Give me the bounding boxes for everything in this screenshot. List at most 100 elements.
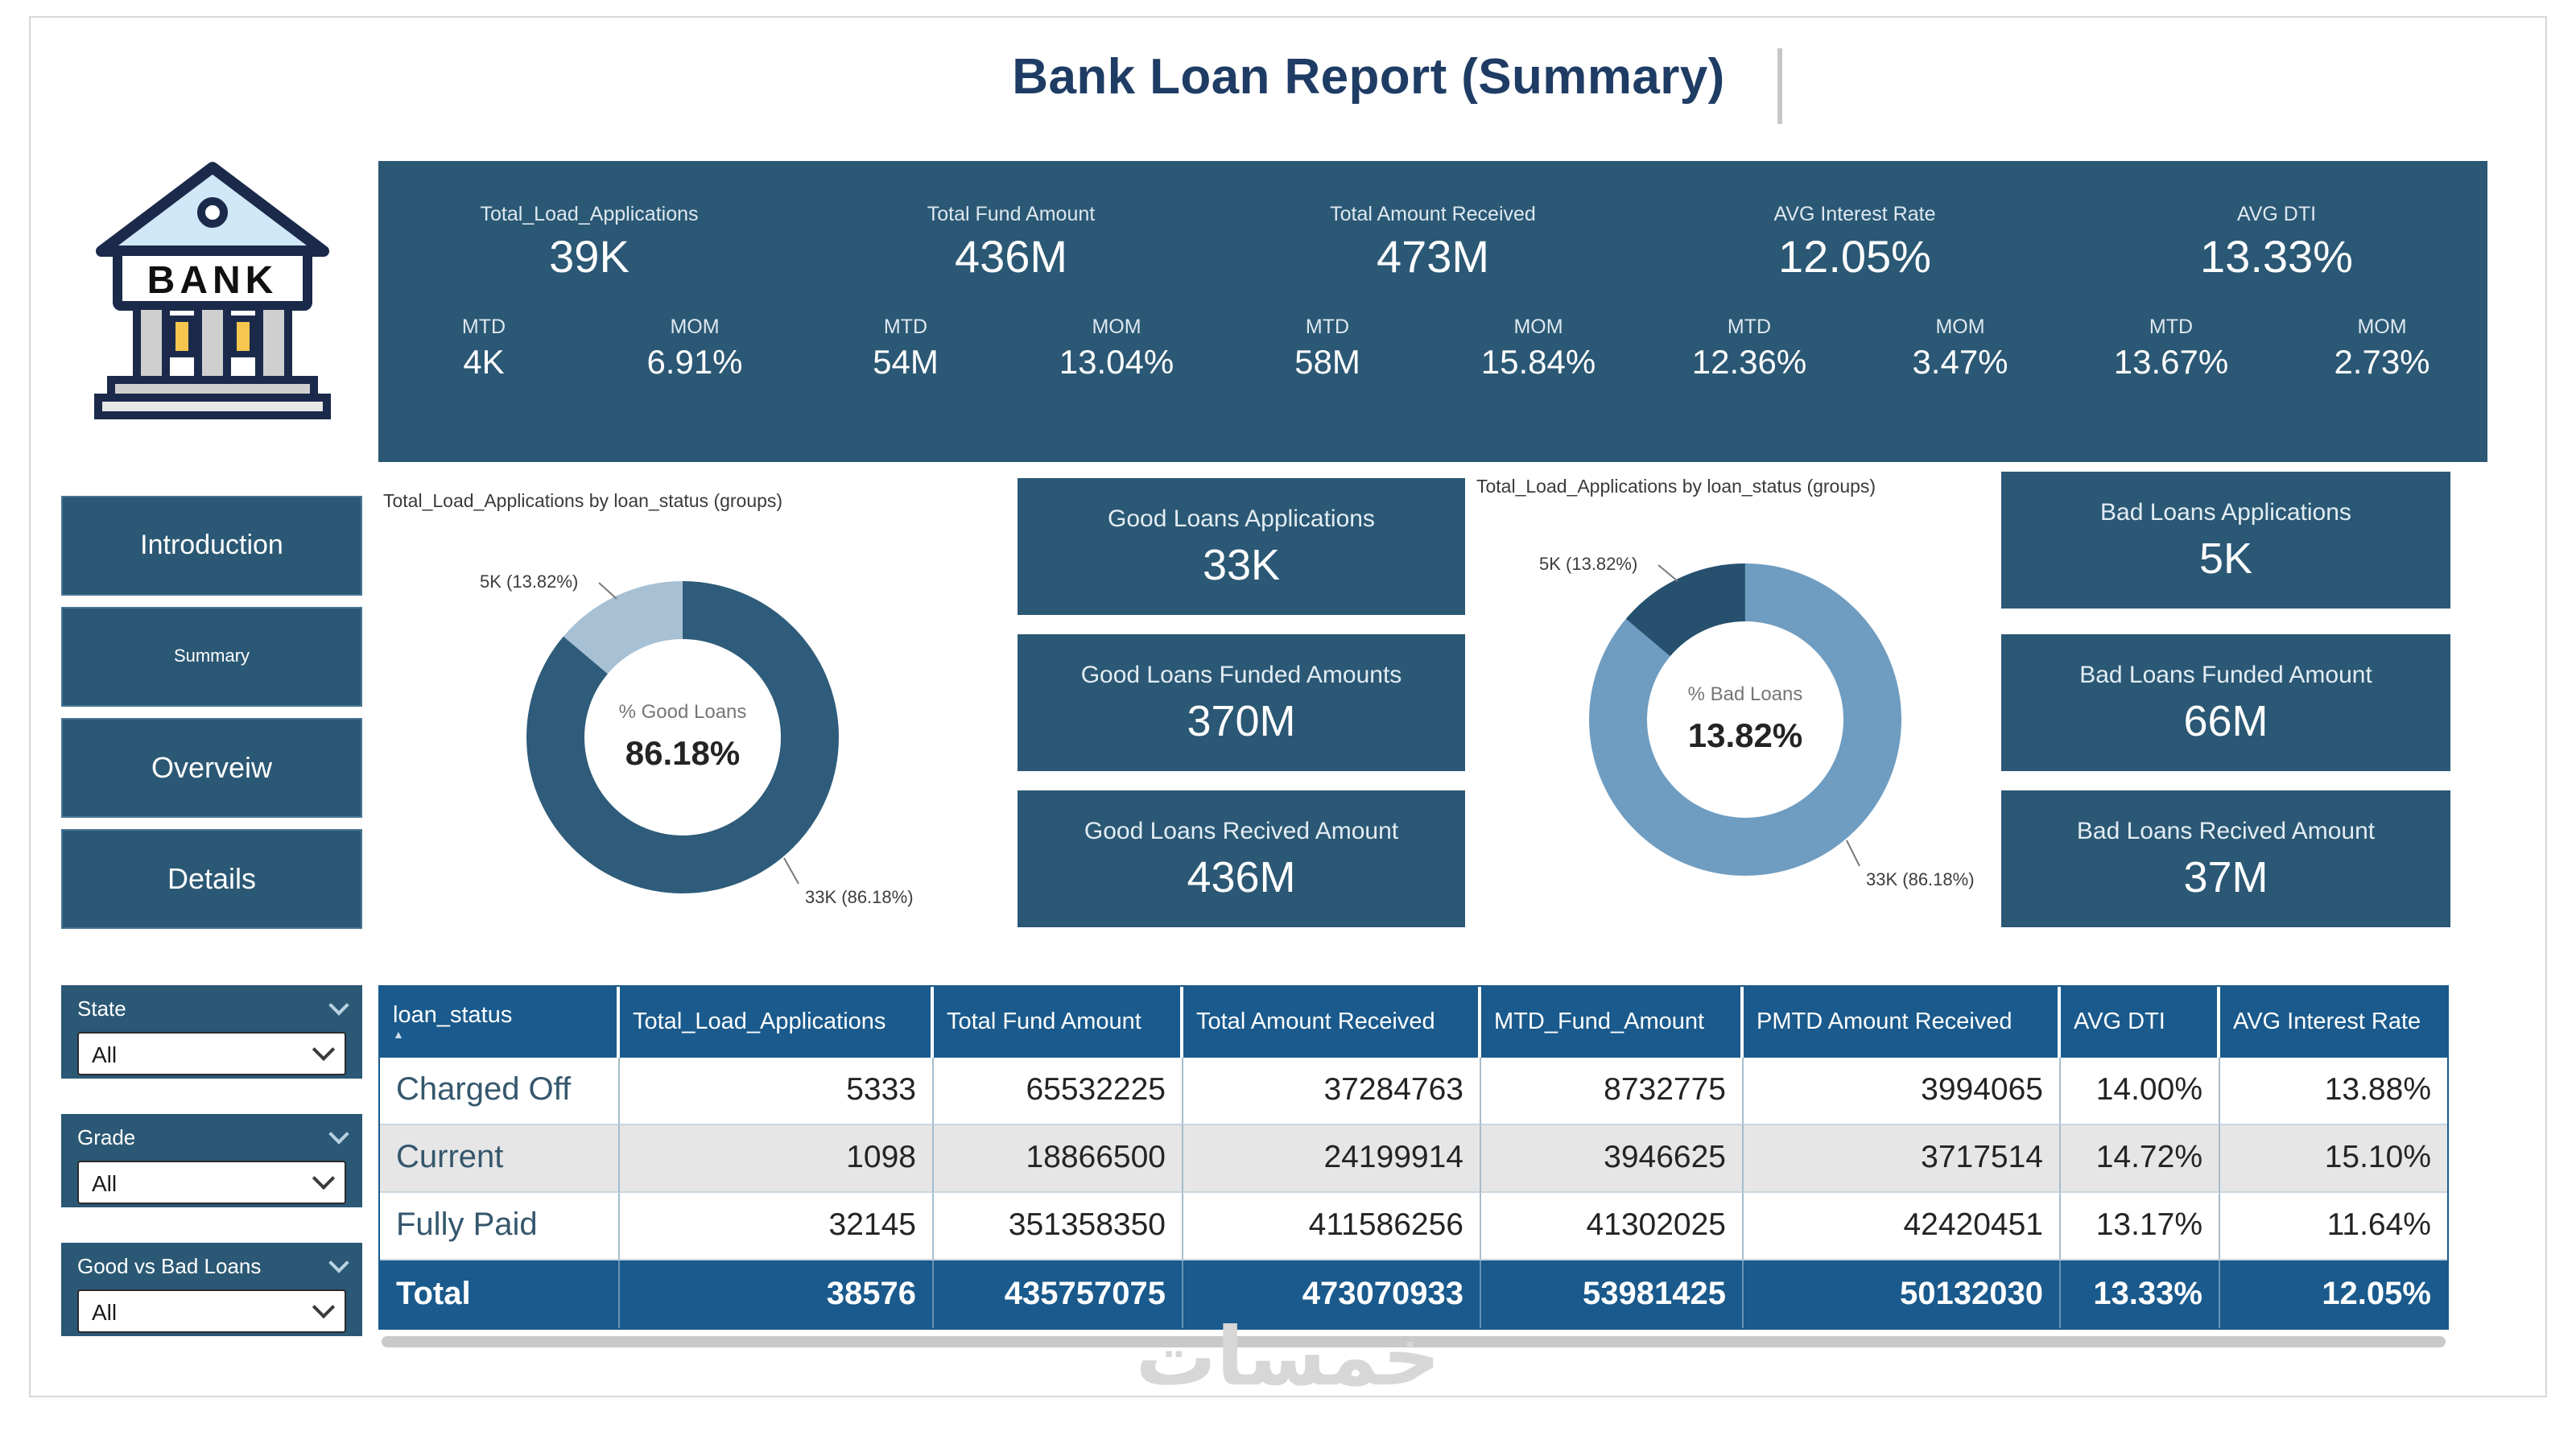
- kpi-label: AVG DTI: [2236, 203, 2317, 225]
- kpi-value: 39K: [549, 232, 630, 282]
- horizontal-scrollbar[interactable]: [382, 1336, 2446, 1347]
- callout-line: [783, 857, 799, 885]
- kpi-mom-value: 6.91%: [646, 344, 743, 382]
- card-label: Good Loans Recived Amount: [1084, 818, 1399, 845]
- filter-good-vs-bad-dropdown[interactable]: All: [77, 1289, 346, 1333]
- kpi-value: 12.05%: [1778, 232, 1931, 282]
- cell-value: 11.64%: [2220, 1193, 2447, 1260]
- nav-overview-button[interactable]: Overveiw: [61, 718, 362, 818]
- table-row-charged-off[interactable]: Charged Off 5333 65532225 37284763 87327…: [380, 1058, 2447, 1125]
- kpi-mtd-value: 12.36%: [1691, 344, 1807, 382]
- nav-introduction-button[interactable]: Introduction: [61, 496, 362, 596]
- kpi-mtd-label: MTD: [883, 316, 928, 338]
- table-header-total-fund-amount[interactable]: Total Fund Amount: [934, 987, 1183, 1058]
- callout-line: [598, 582, 617, 600]
- cell-total-label: Total: [380, 1260, 620, 1328]
- filter-good-vs-bad-loans: Good vs Bad Loans All: [61, 1243, 362, 1336]
- kpi-mom-value: 15.84%: [1480, 344, 1596, 382]
- callout-line: [1846, 840, 1860, 867]
- filter-state-dropdown[interactable]: All: [77, 1032, 346, 1075]
- good-loans-funded-card: Good Loans Funded Amounts 370M: [1018, 634, 1465, 771]
- kpi-mtd-label: MTD: [2149, 316, 2194, 338]
- cell-total-value: 12.05%: [2322, 1276, 2431, 1311]
- table-header-loan-status[interactable]: loan_status ▲: [380, 987, 620, 1058]
- cell-loan-status: Current: [380, 1125, 620, 1193]
- cell-value: 3717514: [1744, 1125, 2061, 1193]
- card-value: 5K: [2198, 534, 2253, 583]
- donut-slice-bad-loans[interactable]: [503, 558, 861, 916]
- kpi-total-loan-applications: Total_Load_Applications 39K MTD 4K MOM 6.9…: [378, 161, 800, 462]
- kpi-mom-value: 3.47%: [1912, 344, 2008, 382]
- chevron-down-icon: [312, 1166, 336, 1190]
- table-header-avg-dti[interactable]: AVG DTI: [2061, 987, 2220, 1058]
- nav-details-button[interactable]: Details: [61, 829, 362, 929]
- donut-callout-small: 5K (13.82%): [480, 571, 578, 592]
- cell-value: 42420451: [1744, 1193, 2061, 1260]
- sort-ascending-icon[interactable]: ▲: [393, 1030, 404, 1042]
- kpi-mtd-value: 4K: [463, 344, 505, 382]
- table-header-avg-interest-rate[interactable]: AVG Interest Rate: [2233, 1009, 2421, 1035]
- cell-total-value: 38576: [620, 1260, 934, 1328]
- bad-loans-funded-card: Bad Loans Funded Amount 66M: [2001, 634, 2450, 771]
- table-row-current[interactable]: Current 1098 18866500 24199914 3946625 3…: [380, 1125, 2447, 1193]
- header-label: loan_status: [393, 1003, 513, 1029]
- cell-value: 37284763: [1183, 1058, 1481, 1125]
- cell-value: 351358350: [934, 1193, 1183, 1260]
- kpi-bar: Total_Load_Applications 39K MTD 4K MOM 6.9…: [378, 161, 2487, 462]
- kpi-mtd-label: MTD: [1727, 316, 1772, 338]
- watermark: خمسات: [1135, 1310, 1441, 1404]
- cell-total-value: 13.33%: [2061, 1260, 2220, 1328]
- bad-donut-title: Total_Load_Applications by loan_status (…: [1476, 478, 1876, 497]
- table-header-total-loan-applications[interactable]: Total_Load_Applications: [620, 987, 934, 1058]
- card-value: 436M: [1187, 853, 1296, 901]
- good-donut-title: Total_Load_Applications by loan_status (…: [383, 493, 783, 512]
- card-label: Bad Loans Applications: [2100, 499, 2351, 526]
- kpi-value: 436M: [954, 232, 1068, 282]
- cell-value: 32145: [620, 1193, 934, 1260]
- table-header-pmtd-amount-received[interactable]: PMTD Amount Received: [1744, 987, 2061, 1058]
- kpi-mom-label: MOM: [2357, 316, 2407, 338]
- kpi-total-amount-received: Total Amount Received 473M MTD 58M MOM 15.…: [1222, 161, 1644, 462]
- cell-value: 18866500: [934, 1125, 1183, 1193]
- cell-value: 8732775: [1481, 1058, 1744, 1125]
- donut-center-value: 13.82%: [1688, 716, 1802, 754]
- donut-callout-large: 33K (86.18%): [1866, 869, 1975, 889]
- table-header-total-amount-received[interactable]: Total Amount Received: [1183, 987, 1481, 1058]
- cell-loan-status: Fully Paid: [380, 1193, 620, 1260]
- kpi-mtd-label: MTD: [461, 316, 506, 338]
- page-border: [29, 16, 2547, 1397]
- filter-good-vs-bad-label: Good vs Bad Loans: [77, 1253, 262, 1277]
- cell-value: 24199914: [1183, 1125, 1481, 1193]
- chevron-down-icon: [312, 1295, 336, 1319]
- nav-summary-button[interactable]: Summary: [61, 607, 362, 707]
- card-value: 370M: [1187, 697, 1296, 745]
- cell-loan-status: Charged Off: [380, 1058, 620, 1125]
- chevron-down-icon[interactable]: [328, 995, 349, 1016]
- page-title: Bank Loan Report (Summary): [1012, 48, 1725, 105]
- kpi-mtd-value: 58M: [1294, 344, 1360, 382]
- kpi-avg-dti: AVG DTI 13.33% MTD 13.67% MOM 2.73%: [2066, 161, 2487, 462]
- loan-summary-table: loan_status ▲ Total_Load_Applications To…: [378, 985, 2449, 1330]
- cell-value: 5333: [620, 1058, 934, 1125]
- bank-logo-icon: BANK: [94, 162, 331, 419]
- card-label: Bad Loans Funded Amount: [2079, 662, 2372, 689]
- chevron-down-icon[interactable]: [328, 1124, 349, 1145]
- filter-grade-dropdown[interactable]: All: [77, 1161, 346, 1204]
- kpi-value: 473M: [1376, 232, 1490, 282]
- cell-total-value: 50132030: [1744, 1260, 2061, 1328]
- donut-center-label: % Bad Loans: [1688, 683, 1803, 705]
- donut-callout-small: 5K (13.82%): [1539, 554, 1637, 574]
- card-label: Good Loans Funded Amounts: [1080, 662, 1402, 689]
- table-header-mtd-fund-amount[interactable]: MTD_Fund_Amount: [1481, 987, 1744, 1058]
- filter-grade: Grade All: [61, 1114, 362, 1207]
- kpi-label: Total Fund Amount: [927, 203, 1096, 225]
- good-loans-donut-chart: 5K (13.82%) 33K (86.18%) % Good Loans 86…: [480, 558, 914, 916]
- chevron-down-icon[interactable]: [328, 1252, 349, 1273]
- table-row-fully-paid[interactable]: Fully Paid 32145 351358350 411586256 413…: [380, 1193, 2447, 1260]
- kpi-mom-value: 2.73%: [2334, 344, 2430, 382]
- cell-value: 1098: [620, 1125, 934, 1193]
- bank-logo-text: BANK: [147, 259, 279, 302]
- cell-value: 13.88%: [2220, 1058, 2447, 1125]
- table-header-row: loan_status ▲ Total_Load_Applications To…: [380, 987, 2447, 1058]
